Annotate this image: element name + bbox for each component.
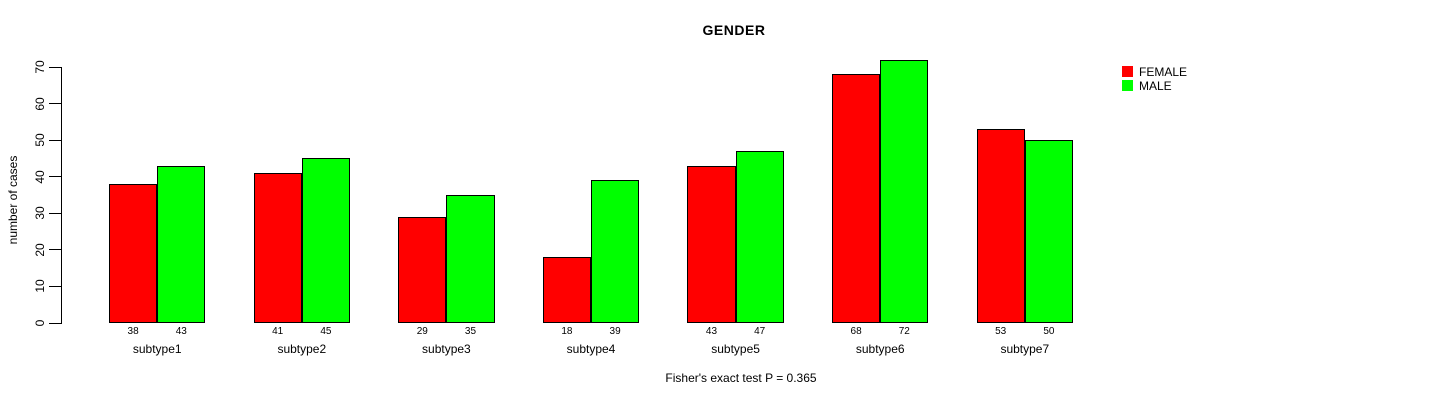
bar-male-subtype2 — [301, 158, 350, 323]
bar-value-label: 45 — [320, 326, 332, 337]
y-tick — [49, 103, 61, 105]
bar-male-subtype5 — [735, 151, 784, 323]
category-label-subtype3: subtype3 — [422, 342, 471, 356]
bar-value-label: 41 — [272, 326, 284, 337]
bar-male-subtype4 — [591, 180, 640, 323]
legend-label-male: MALE — [1139, 78, 1172, 93]
y-tick — [49, 285, 61, 287]
bar-male-subtype7 — [1024, 140, 1073, 323]
y-tick-label: 40 — [33, 170, 47, 184]
legend: FEMALE MALE — [1122, 65, 1187, 93]
category-label-subtype7: subtype7 — [1000, 342, 1050, 356]
legend-label-female: FEMALE — [1139, 64, 1188, 79]
category-label-subtype6: subtype6 — [855, 342, 905, 356]
y-tick-label: 30 — [33, 206, 47, 220]
bar-value-label: 35 — [464, 326, 477, 337]
male-swatch — [1122, 80, 1133, 91]
category-label-subtype2: subtype2 — [277, 342, 327, 356]
bar-value-label: 53 — [995, 326, 1007, 337]
legend-item-female: FEMALE — [1122, 64, 1188, 79]
bar-value-label: 43 — [705, 326, 718, 337]
bar-female-subtype6 — [832, 74, 881, 323]
bar-value-label: 68 — [850, 326, 862, 337]
bar-value-label: 47 — [754, 326, 766, 337]
y-tick — [49, 249, 61, 251]
y-tick-label: 50 — [33, 133, 47, 147]
female-swatch — [1122, 66, 1133, 77]
y-tick — [49, 212, 61, 214]
bar-male-subtype3 — [446, 195, 495, 323]
y-tick-label: 70 — [33, 60, 47, 74]
y-tick — [49, 139, 61, 141]
y-tick — [49, 322, 61, 324]
y-tick-label: 60 — [33, 96, 47, 111]
bar-female-subtype4 — [542, 257, 591, 323]
bar-value-label: 43 — [175, 326, 187, 337]
bar-value-label: 39 — [609, 326, 621, 337]
y-tick-label: 0 — [33, 319, 47, 327]
bar-male-subtype6 — [880, 59, 929, 323]
bar-value-label: 29 — [416, 326, 428, 337]
bar-value-label: 18 — [561, 326, 573, 337]
y-tick-label: 20 — [33, 243, 47, 257]
y-tick — [49, 66, 61, 68]
bar-value-label: 72 — [898, 326, 910, 337]
category-label-subtype5: subtype5 — [711, 342, 760, 356]
y-tick — [49, 176, 61, 178]
bar-female-subtype1 — [109, 184, 158, 323]
bar-female-subtype2 — [253, 173, 302, 323]
y-axis-title: number of cases — [6, 155, 20, 245]
chart-title: GENDER — [702, 22, 766, 38]
bar-value-label: 50 — [1043, 326, 1055, 337]
y-tick-label: 10 — [33, 279, 47, 294]
bar-male-subtype1 — [157, 165, 206, 323]
legend-item-male: MALE — [1122, 78, 1187, 93]
bar-female-subtype7 — [976, 129, 1025, 323]
y-axis-line — [61, 67, 62, 324]
bar-female-subtype3 — [398, 216, 447, 323]
footer-stat-note: Fisher's exact test P = 0.365 — [665, 371, 817, 385]
category-label-subtype1: subtype1 — [132, 342, 182, 356]
bar-value-label: 38 — [127, 326, 139, 337]
category-label-subtype4: subtype4 — [566, 342, 616, 356]
bar-female-subtype5 — [687, 165, 736, 323]
